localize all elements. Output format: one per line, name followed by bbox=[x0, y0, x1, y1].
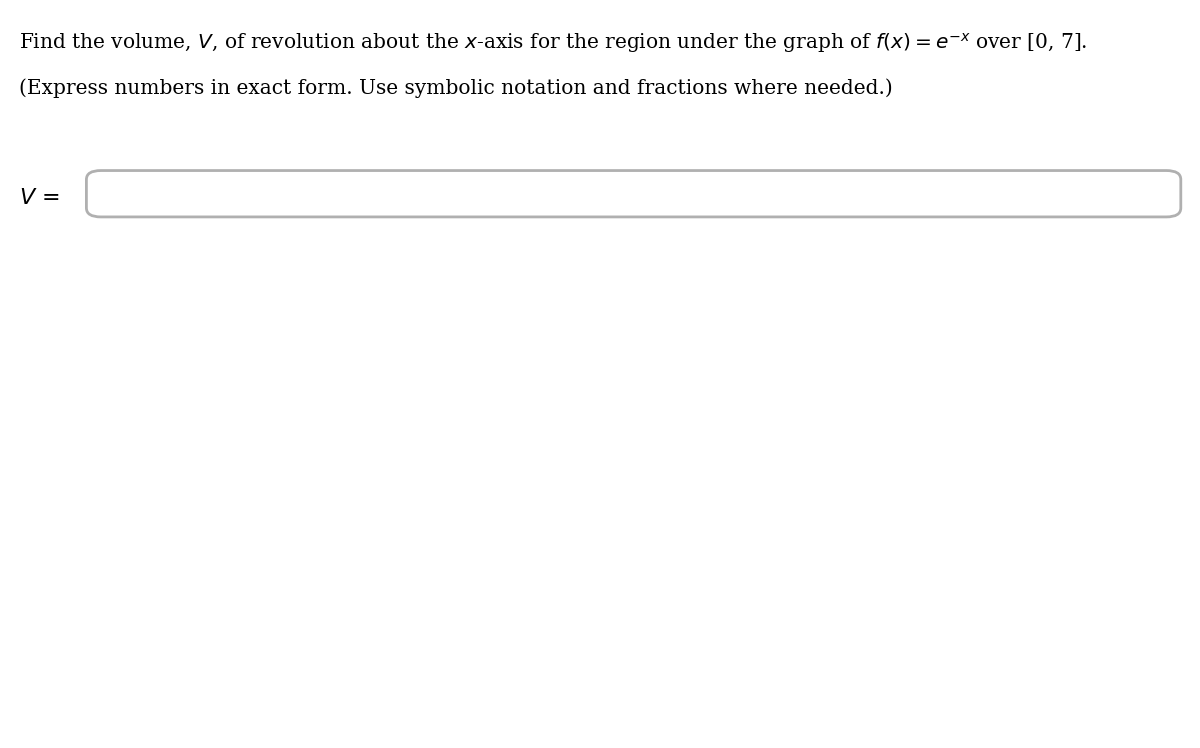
Text: $V$ =: $V$ = bbox=[19, 187, 60, 209]
Text: (Express numbers in exact form. Use symbolic notation and fractions where needed: (Express numbers in exact form. Use symb… bbox=[19, 79, 893, 98]
Text: Find the volume, $V$, of revolution about the $x$-axis for the region under the : Find the volume, $V$, of revolution abou… bbox=[19, 31, 1087, 55]
